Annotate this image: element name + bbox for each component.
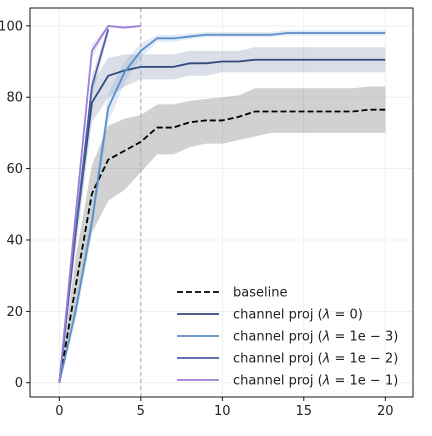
axes-frame <box>29 7 414 398</box>
legend-label-2: channel proj (λ = 1e − 3) <box>233 330 398 345</box>
x-tick-label: 5 <box>137 404 145 419</box>
y-tick-label: 80 <box>6 91 23 106</box>
x-tick-label: 10 <box>214 404 231 419</box>
y-tick-label: 60 <box>6 162 23 177</box>
x-tick-label: 0 <box>55 404 63 419</box>
y-tick-label: 0 <box>15 376 23 391</box>
y-tick-label: 20 <box>6 305 23 320</box>
series-line-4 <box>58 24 141 383</box>
tick-labels: 0 5 10 15 20 0 20 40 60 80 100 <box>0 19 394 419</box>
confidence-bands <box>59 25 386 383</box>
series-line-2 <box>58 32 386 383</box>
band-series-0 <box>59 86 386 383</box>
legend-label-1: channel proj (λ = 0) <box>233 308 363 323</box>
legend-label-3: channel proj (λ = 1e − 2) <box>233 352 398 367</box>
legend: baseline channel proj (λ = 0) channel proj… <box>177 286 398 389</box>
axes <box>26 7 414 401</box>
y-tick-label: 40 <box>6 233 23 248</box>
series-line-1 <box>58 58 386 383</box>
legend-label-0: baseline <box>233 286 287 301</box>
legend-label-4: channel proj (λ = 1e − 1) <box>233 374 398 389</box>
x-tick-label: 15 <box>296 404 313 419</box>
series-lines <box>58 24 386 383</box>
series-line-0 <box>58 108 386 383</box>
y-tick-label: 100 <box>0 19 23 34</box>
x-tick-label: 20 <box>377 404 394 419</box>
grid-lines <box>30 8 413 397</box>
